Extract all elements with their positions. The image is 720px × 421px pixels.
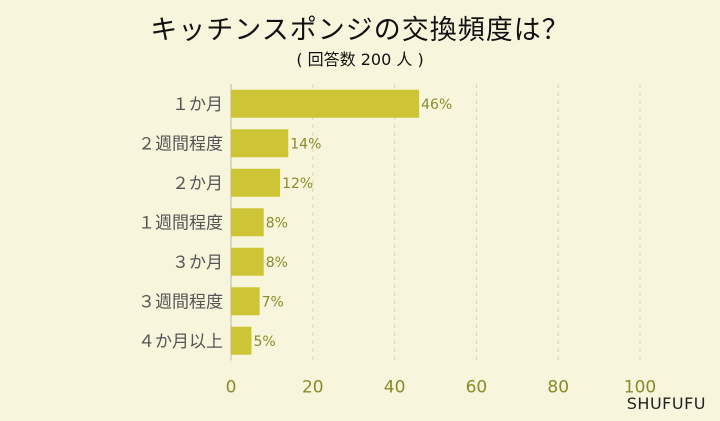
category-label-4: ３か月 bbox=[172, 253, 223, 273]
bar-6 bbox=[231, 326, 252, 355]
category-label-5: ３週間程度 bbox=[138, 292, 223, 312]
bar-0 bbox=[231, 89, 420, 118]
value-label-3: 8% bbox=[266, 215, 288, 231]
category-label-2: ２か月 bbox=[172, 174, 223, 194]
value-label-6: 5% bbox=[253, 334, 275, 350]
bar-3 bbox=[231, 208, 264, 237]
chart-subtitle: ( 回答数 200 人 ) bbox=[296, 50, 424, 69]
value-label-5: 7% bbox=[262, 294, 284, 310]
value-label-4: 8% bbox=[266, 255, 288, 271]
value-label-2: 12% bbox=[282, 176, 313, 192]
x-tick-label-5: 100 bbox=[624, 378, 656, 398]
value-label-1: 14% bbox=[290, 136, 321, 152]
x-tick-label-3: 60 bbox=[466, 378, 488, 398]
x-tick-label-0: 0 bbox=[226, 378, 237, 398]
chart-title: キッチンスポンジの交換頻度は？ bbox=[150, 15, 570, 46]
category-label-1: ２週間程度 bbox=[138, 134, 223, 154]
bar-1 bbox=[231, 129, 289, 158]
category-label-6: ４か月以上 bbox=[138, 332, 223, 352]
bar-2 bbox=[231, 168, 281, 197]
brand-logo-text: SHUFUFU bbox=[626, 394, 706, 413]
category-label-0: １か月 bbox=[172, 95, 223, 115]
value-label-0: 46% bbox=[421, 97, 452, 113]
x-tick-label-1: 20 bbox=[302, 378, 324, 398]
bar-4 bbox=[231, 247, 264, 276]
x-tick-label-2: 40 bbox=[384, 378, 406, 398]
x-tick-label-4: 80 bbox=[547, 378, 569, 398]
bar-5 bbox=[231, 287, 260, 316]
category-label-3: １週間程度 bbox=[138, 213, 223, 233]
